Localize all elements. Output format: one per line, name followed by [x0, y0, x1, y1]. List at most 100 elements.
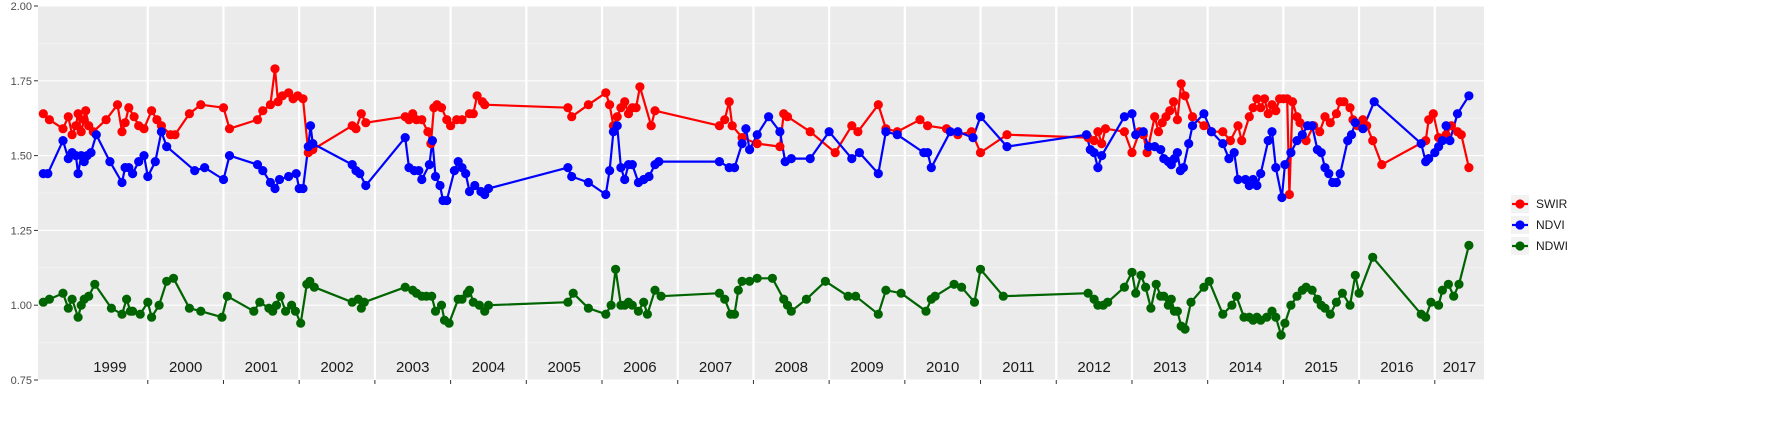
data-point-ndwi	[1186, 297, 1196, 307]
data-point-swir	[120, 118, 130, 128]
data-point-ndvi	[414, 166, 424, 176]
data-point-ndwi	[255, 297, 265, 307]
data-point-ndwi	[106, 303, 116, 313]
data-point-swir	[1368, 136, 1378, 146]
data-point-ndwi	[1119, 282, 1129, 292]
data-point-ndwi	[921, 306, 931, 316]
data-point-ndvi	[1267, 127, 1277, 137]
data-point-ndvi	[741, 124, 751, 134]
data-point-ndwi	[1443, 279, 1453, 289]
legend-key-point	[1515, 220, 1525, 230]
data-point-swir	[714, 121, 725, 131]
data-point-swir	[58, 124, 68, 134]
data-point-swir	[923, 121, 933, 131]
data-point-ndvi	[1292, 136, 1302, 146]
data-point-ndwi	[820, 276, 831, 286]
data-point-ndwi	[271, 300, 282, 310]
data-point-ndwi	[1276, 330, 1286, 340]
data-point-ndvi	[873, 169, 883, 179]
data-point-ndvi	[953, 127, 963, 137]
data-point-ndvi	[923, 148, 933, 158]
data-point-ndwi	[627, 300, 637, 310]
data-point-swir	[720, 115, 730, 125]
data-point-swir	[1218, 127, 1228, 137]
data-point-ndwi	[1166, 294, 1176, 304]
data-point-swir	[147, 106, 157, 116]
data-point-ndwi	[1218, 309, 1228, 319]
data-point-ndvi	[1093, 163, 1103, 173]
data-point-ndwi	[733, 285, 743, 295]
data-point-ndwi	[444, 318, 454, 328]
year-label: 2009	[850, 359, 883, 376]
data-point-swir	[830, 148, 840, 158]
year-label: 2015	[1305, 359, 1338, 376]
data-point-ndwi	[135, 309, 145, 319]
y-tick-label: 0.75	[11, 375, 32, 387]
data-point-ndvi	[200, 163, 210, 173]
data-point-swir	[605, 100, 615, 110]
data-point-ndwi	[1437, 285, 1447, 295]
data-point-swir	[805, 127, 815, 137]
data-point-ndwi	[1307, 285, 1317, 295]
data-point-ndwi	[896, 288, 906, 298]
data-point-ndwi	[1320, 303, 1330, 313]
data-point-ndwi	[583, 303, 594, 313]
data-point-ndwi	[767, 273, 778, 283]
data-point-ndvi	[43, 169, 53, 179]
data-point-ndwi	[290, 306, 300, 316]
data-point-ndvi	[1187, 121, 1198, 131]
data-point-swir	[1169, 97, 1179, 107]
data-point-ndvi	[1263, 136, 1273, 146]
data-point-ndwi	[1292, 291, 1302, 301]
data-point-ndvi	[1346, 130, 1357, 140]
data-point-swir	[81, 106, 91, 116]
data-point-swir	[298, 94, 308, 104]
data-point-ndwi	[222, 291, 232, 301]
data-point-ndvi	[1286, 148, 1296, 158]
data-point-swir	[252, 115, 263, 125]
data-point-ndvi	[1416, 139, 1426, 149]
data-point-swir	[612, 112, 622, 122]
data-point-ndvi	[926, 163, 936, 173]
data-point-ndwi	[1141, 282, 1151, 292]
data-point-ndvi	[805, 154, 815, 164]
data-point-swir	[1089, 136, 1099, 146]
data-point-ndwi	[84, 291, 94, 301]
data-point-ndwi	[168, 273, 179, 283]
data-point-ndvi	[775, 127, 785, 137]
data-point-ndwi	[1325, 309, 1335, 319]
data-point-ndwi	[359, 297, 369, 307]
data-point-ndwi	[843, 291, 853, 301]
data-point-swir	[1315, 127, 1325, 137]
data-point-swir	[1002, 130, 1012, 140]
data-point-ndvi	[644, 171, 654, 182]
data-point-swir	[1165, 106, 1175, 116]
legend-label-swir: SWIR	[1536, 197, 1568, 211]
data-point-ndwi	[949, 279, 959, 289]
data-point-swir	[1248, 103, 1258, 113]
data-point-ndwi	[975, 264, 986, 274]
data-point-ndvi	[435, 180, 445, 191]
data-point-swir	[1237, 136, 1247, 146]
data-point-ndvi	[1206, 127, 1217, 137]
data-point-ndvi	[847, 154, 857, 164]
data-point-ndwi	[601, 309, 611, 319]
data-point-ndvi	[150, 157, 160, 167]
data-point-ndvi	[1441, 121, 1451, 131]
data-point-ndwi	[930, 291, 940, 301]
data-point-ndwi	[117, 309, 127, 319]
data-point-ndvi	[612, 121, 622, 131]
data-point-ndvi	[274, 174, 285, 185]
data-point-ndvi	[461, 169, 471, 179]
data-point-swir	[1256, 103, 1266, 113]
data-point-ndwi	[1231, 291, 1241, 301]
data-point-swir	[847, 121, 857, 131]
data-point-ndwi	[611, 264, 621, 274]
data-point-ndwi	[1449, 291, 1459, 301]
data-point-swir	[351, 124, 361, 134]
data-point-ndvi	[1089, 148, 1099, 158]
data-point-ndvi	[258, 166, 268, 176]
data-point-ndwi	[1151, 279, 1161, 289]
data-point-swir	[583, 100, 594, 110]
data-point-ndvi	[1224, 154, 1234, 164]
